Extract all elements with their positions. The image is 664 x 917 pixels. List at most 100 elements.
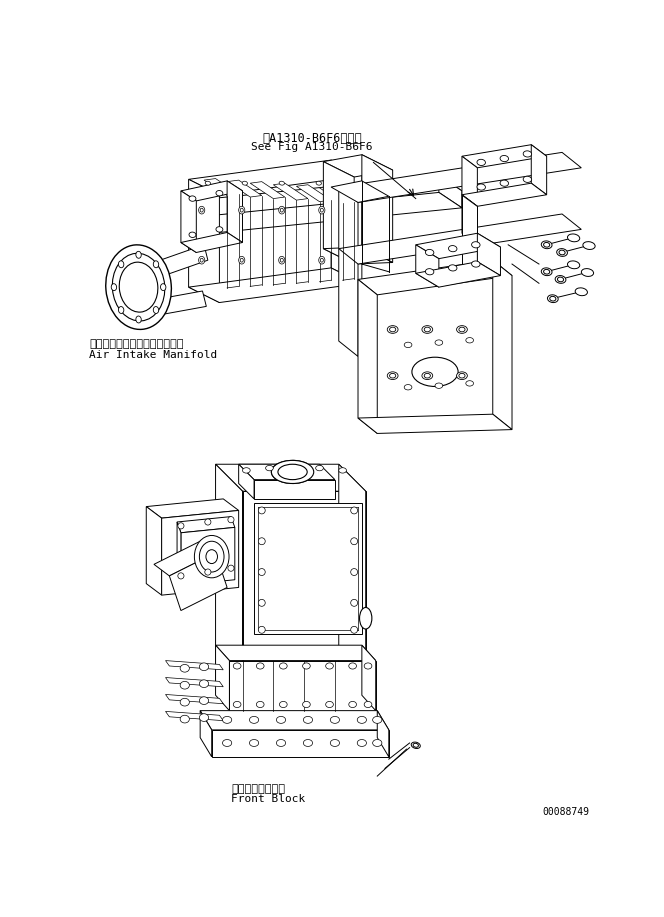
Polygon shape <box>177 516 235 533</box>
Polygon shape <box>189 175 462 216</box>
Polygon shape <box>146 499 238 518</box>
Ellipse shape <box>558 277 564 282</box>
Polygon shape <box>439 175 462 208</box>
Text: See Fig A1310-B6F6: See Fig A1310-B6F6 <box>251 141 373 151</box>
Ellipse shape <box>582 269 594 276</box>
Polygon shape <box>238 464 254 499</box>
Ellipse shape <box>541 268 552 276</box>
Polygon shape <box>339 187 358 357</box>
Ellipse shape <box>404 342 412 348</box>
Polygon shape <box>416 245 439 287</box>
Ellipse shape <box>568 234 580 242</box>
Ellipse shape <box>316 182 321 185</box>
Ellipse shape <box>106 245 171 329</box>
Ellipse shape <box>280 663 287 669</box>
Polygon shape <box>200 711 212 757</box>
Ellipse shape <box>330 716 339 724</box>
Ellipse shape <box>544 270 550 274</box>
Text: フロントブロック: フロントブロック <box>231 784 285 794</box>
Ellipse shape <box>541 241 552 249</box>
Ellipse shape <box>424 327 430 332</box>
Ellipse shape <box>279 257 285 264</box>
Polygon shape <box>339 464 366 711</box>
Ellipse shape <box>240 259 243 262</box>
Ellipse shape <box>523 176 532 182</box>
Ellipse shape <box>303 702 310 708</box>
Ellipse shape <box>349 663 357 669</box>
Ellipse shape <box>500 156 509 161</box>
Ellipse shape <box>240 208 243 212</box>
Polygon shape <box>319 186 354 204</box>
Ellipse shape <box>205 519 211 525</box>
Ellipse shape <box>258 600 265 606</box>
Polygon shape <box>227 180 262 197</box>
Ellipse shape <box>189 196 196 202</box>
Polygon shape <box>212 730 389 757</box>
Polygon shape <box>181 233 242 252</box>
Polygon shape <box>230 660 376 711</box>
Polygon shape <box>462 183 546 206</box>
Ellipse shape <box>459 327 465 332</box>
Ellipse shape <box>280 208 284 212</box>
Polygon shape <box>242 492 366 711</box>
Ellipse shape <box>426 269 434 275</box>
Ellipse shape <box>180 681 189 689</box>
Polygon shape <box>165 660 223 669</box>
Ellipse shape <box>199 663 208 670</box>
Polygon shape <box>339 152 581 203</box>
Ellipse shape <box>180 665 189 672</box>
Ellipse shape <box>575 288 588 295</box>
Ellipse shape <box>238 257 245 264</box>
Polygon shape <box>323 155 392 177</box>
Polygon shape <box>165 712 223 721</box>
Ellipse shape <box>523 150 532 157</box>
Polygon shape <box>181 527 235 585</box>
Polygon shape <box>160 245 208 276</box>
Ellipse shape <box>199 697 208 704</box>
Ellipse shape <box>258 569 265 576</box>
Ellipse shape <box>390 327 396 332</box>
Polygon shape <box>160 291 207 315</box>
Polygon shape <box>462 145 546 168</box>
Polygon shape <box>274 183 308 200</box>
Ellipse shape <box>178 573 184 579</box>
Ellipse shape <box>559 250 565 255</box>
Ellipse shape <box>233 702 241 708</box>
Ellipse shape <box>111 283 117 291</box>
Polygon shape <box>200 711 389 730</box>
Text: Air Intake Manifold: Air Intake Manifold <box>89 349 218 359</box>
Ellipse shape <box>199 206 205 214</box>
Ellipse shape <box>228 565 234 571</box>
Ellipse shape <box>205 182 210 185</box>
Ellipse shape <box>180 699 189 706</box>
Ellipse shape <box>466 381 473 386</box>
Polygon shape <box>531 145 546 194</box>
Ellipse shape <box>279 206 285 214</box>
Polygon shape <box>204 179 238 195</box>
Ellipse shape <box>556 249 568 257</box>
Text: 第A1310-B6F6図参照: 第A1310-B6F6図参照 <box>262 132 362 145</box>
Polygon shape <box>216 464 242 711</box>
Ellipse shape <box>303 739 313 746</box>
Ellipse shape <box>357 739 367 746</box>
Ellipse shape <box>320 259 323 262</box>
Ellipse shape <box>276 739 286 746</box>
Polygon shape <box>189 268 362 303</box>
Ellipse shape <box>359 607 372 629</box>
Ellipse shape <box>278 464 307 480</box>
Text: Front Block: Front Block <box>231 794 305 804</box>
Polygon shape <box>358 414 512 434</box>
Ellipse shape <box>404 384 412 390</box>
Polygon shape <box>177 522 181 585</box>
Ellipse shape <box>238 206 245 214</box>
Text: エアーインテークマニホールド: エアーインテークマニホールド <box>89 339 184 349</box>
Ellipse shape <box>153 260 159 268</box>
Ellipse shape <box>351 626 358 634</box>
Polygon shape <box>254 480 335 499</box>
Ellipse shape <box>250 739 259 746</box>
Ellipse shape <box>500 180 509 186</box>
Polygon shape <box>154 541 216 576</box>
Ellipse shape <box>200 208 203 212</box>
Ellipse shape <box>387 371 398 380</box>
Polygon shape <box>227 181 242 242</box>
